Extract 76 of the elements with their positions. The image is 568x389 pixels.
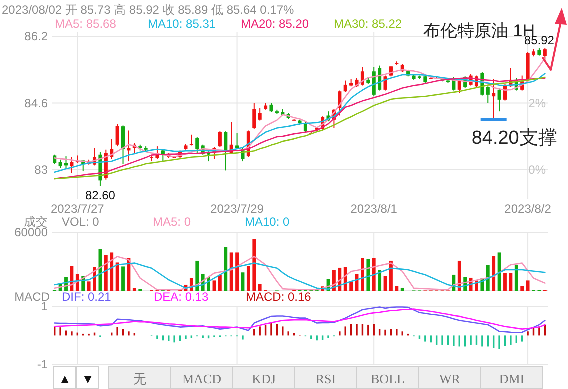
bar — [98, 249, 102, 291]
y2-tick-label: 2% — [528, 96, 546, 110]
bar — [132, 288, 136, 291]
series-label: DIF: 0.21 — [62, 290, 112, 304]
candlestick — [344, 80, 348, 93]
bar — [492, 256, 496, 291]
bar — [498, 252, 502, 291]
candlestick — [121, 125, 126, 165]
candlestick — [116, 124, 120, 148]
bar — [87, 282, 91, 291]
x-tick-label: 2023/7/27 — [50, 202, 105, 216]
candlestick — [498, 88, 502, 112]
bar — [486, 265, 490, 291]
bar — [509, 273, 513, 291]
candlestick — [258, 108, 262, 122]
bar — [104, 255, 108, 291]
y-tick-label: 86.2 — [24, 30, 48, 44]
candlestick — [64, 156, 68, 169]
bar — [224, 247, 228, 291]
x-tick-label: 2023/8/2 — [504, 202, 552, 216]
bar — [378, 270, 382, 291]
y-tick-label: 1 — [41, 300, 48, 314]
bar — [122, 266, 125, 291]
bar — [526, 280, 530, 291]
text: MA10: 0 — [245, 215, 290, 229]
y2-tick-label: 0% — [528, 162, 546, 177]
bar — [246, 266, 250, 291]
x-tick-label: 2023/7/29 — [210, 202, 264, 216]
text: MA5: 0 — [153, 215, 192, 229]
chart-title: 2023/08/02 开 85.73 高 85.92 收 85.89 低 85.64 0.17% — [2, 3, 295, 17]
bar — [395, 286, 399, 291]
ref-line: 84.20支撑 — [472, 118, 558, 149]
candlestick — [384, 75, 388, 92]
candlestick — [236, 132, 240, 150]
candlestick — [486, 86, 490, 104]
bar — [350, 282, 354, 291]
bar — [116, 262, 120, 291]
bar — [110, 252, 114, 291]
bar — [70, 266, 74, 291]
bar — [196, 260, 200, 291]
bar — [390, 260, 393, 291]
bar — [400, 288, 404, 291]
bar — [252, 239, 256, 291]
y-tick-label: 84.6 — [24, 96, 48, 110]
text: MA5: 85.68 — [55, 17, 117, 31]
annotation: 82.60 — [85, 188, 116, 203]
y-tick-label: 83 — [34, 162, 48, 177]
bar — [458, 260, 462, 291]
bar — [504, 273, 507, 291]
bar — [361, 258, 364, 291]
candlestick — [218, 131, 222, 148]
candlestick — [70, 156, 74, 174]
candlestick — [270, 102, 274, 113]
bar — [258, 284, 262, 291]
ref-line-label: 84.20支撑 — [472, 128, 558, 149]
text: MA20: 85.20 — [241, 17, 310, 31]
text: MA10: 85.31 — [148, 17, 216, 31]
series-label: DEA: 0.13 — [154, 290, 210, 304]
bar — [514, 265, 518, 291]
candlestick — [190, 134, 194, 146]
text: MACD: 0.16 — [246, 290, 312, 304]
y-tick-label: -1 — [37, 358, 48, 372]
chart-subtitle: VOL: 0 — [62, 215, 100, 229]
bar — [372, 258, 376, 291]
bar — [236, 252, 239, 291]
text: MA30: 85.22 — [334, 17, 402, 31]
chart-title: 成交 — [24, 215, 48, 229]
candlestick — [127, 130, 131, 162]
bar — [230, 252, 234, 291]
bar — [520, 286, 524, 291]
candlestick — [196, 136, 200, 154]
bar — [218, 274, 222, 291]
candlestick — [224, 131, 228, 172]
x-tick-label: 2023/8/1 — [350, 202, 398, 216]
bar — [366, 259, 370, 291]
candlestick — [252, 102, 256, 130]
